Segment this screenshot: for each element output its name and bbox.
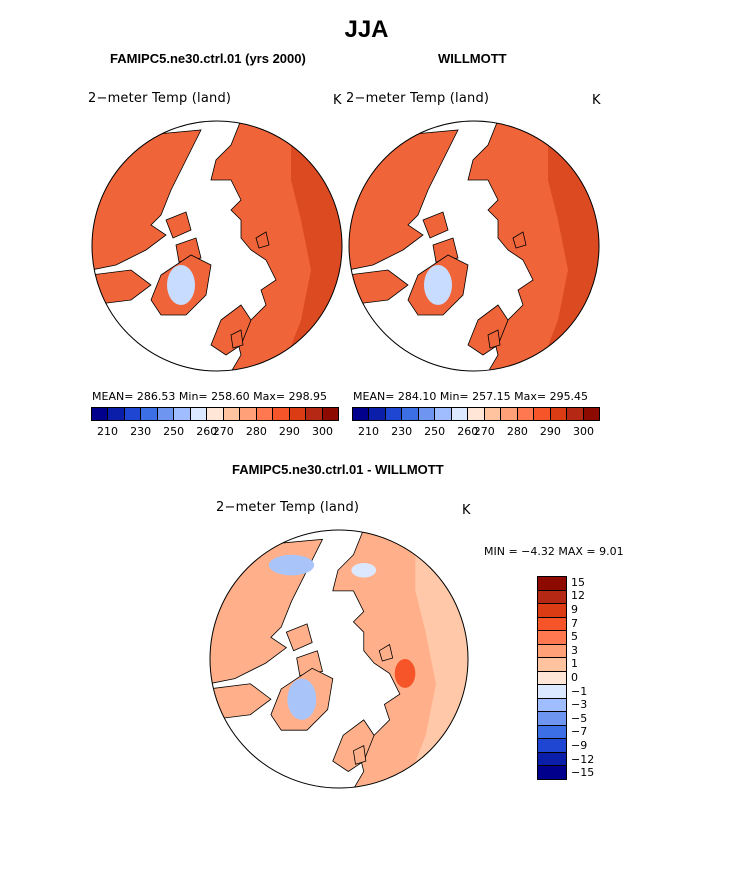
colorbar-swatch	[538, 590, 566, 605]
colorbar-swatch	[451, 408, 469, 420]
colorbar-swatch	[306, 408, 323, 420]
panel-3-unit: K	[462, 503, 471, 518]
colorbar-swatch	[550, 408, 568, 420]
colorbar-swatch	[538, 752, 566, 767]
colorbar-swatch	[157, 408, 175, 420]
colorbar-swatch	[124, 408, 142, 420]
colorbar-tick-label: 300	[572, 425, 594, 438]
colorbar-tick-label: 260	[457, 425, 479, 438]
colorbar-swatch	[534, 408, 551, 420]
colorbar-swatch	[289, 408, 307, 420]
colorbar-swatch	[322, 408, 339, 420]
colorbar-swatch	[190, 408, 208, 420]
colorbar-tick-label: −9	[571, 739, 588, 752]
colorbar-tick-label: 270	[473, 425, 495, 438]
colorbar-swatch	[92, 408, 109, 420]
colorbar-tick-label: 0	[571, 671, 578, 684]
colorbar-swatch	[240, 408, 257, 420]
colorbar-tick-label: 9	[571, 603, 578, 616]
colorbar-swatch	[385, 408, 403, 420]
colorbar-swatch	[538, 617, 566, 632]
colorbar-swatch	[207, 408, 224, 420]
panel-1-variable: 2−meter Temp (land)	[88, 91, 232, 106]
colorbar-tick-label: −12	[571, 752, 595, 766]
colorbar-swatch	[108, 408, 125, 420]
panel-1-title: FAMIPC5.ne30.ctrl.01 (yrs 2000)	[110, 51, 306, 66]
panel-1-stats: MEAN= 286.53 Min= 258.60 Max= 298.95	[92, 390, 328, 403]
colorbar-tick-label: −7	[571, 725, 588, 739]
colorbar-swatch	[418, 408, 436, 420]
colorbar-swatch	[402, 408, 419, 420]
colorbar-tick-label: 290	[278, 425, 300, 438]
colorbar-tick-label: −5	[571, 711, 588, 725]
colorbar-swatch	[468, 408, 485, 420]
panel-2-map	[348, 120, 600, 372]
colorbar-swatch	[538, 577, 566, 591]
panel-3-title: FAMIPC5.ne30.ctrl.01 - WILLMOTT	[232, 462, 444, 477]
panel-2-stats: MEAN= 284.10 Min= 257.15 Max= 295.45	[353, 390, 589, 403]
panel-2-title: WILLMOTT	[438, 51, 507, 66]
colorbar-swatch	[538, 644, 566, 659]
colorbar-swatch	[484, 408, 502, 420]
colorbar-tick-label: 15	[571, 575, 585, 589]
colorbar-swatch	[538, 671, 566, 686]
colorbar-tick-label: 3	[571, 643, 578, 657]
panel-2-variable: 2−meter Temp (land)	[346, 91, 490, 106]
colorbar-tick-label: 260	[196, 425, 218, 438]
colorbar-swatch	[141, 408, 158, 420]
colorbar-tick-label: 7	[571, 616, 578, 630]
colorbar-swatch	[538, 604, 566, 618]
panel-2-colorbar	[352, 407, 600, 421]
colorbar-swatch	[538, 631, 566, 645]
colorbar-swatch	[538, 658, 566, 672]
colorbar-swatch	[273, 408, 290, 420]
colorbar-swatch	[538, 698, 566, 713]
colorbar-tick-label: −3	[571, 698, 588, 712]
colorbar-tick-label: 230	[130, 425, 152, 438]
colorbar-swatch	[538, 712, 566, 726]
main-title: JJA	[344, 16, 389, 43]
colorbar-swatch	[517, 408, 535, 420]
colorbar-tick-label: 1	[571, 657, 578, 671]
colorbar-tick-label: 210	[97, 425, 119, 438]
colorbar-tick-label: 300	[311, 425, 333, 438]
colorbar-swatch	[174, 408, 191, 420]
colorbar-tick-label: 250	[163, 425, 185, 438]
colorbar-tick-label: 250	[424, 425, 446, 438]
colorbar-swatch	[369, 408, 386, 420]
panel-3-variable: 2−meter Temp (land)	[216, 500, 360, 515]
colorbar-swatch	[538, 739, 566, 753]
colorbar-tick-label: 12	[571, 589, 585, 603]
colorbar-tick-label: 280	[245, 425, 267, 438]
colorbar-swatch	[538, 725, 566, 740]
panel-1-map	[91, 120, 343, 372]
panel-3-colorbar	[537, 576, 567, 780]
colorbar-swatch	[501, 408, 518, 420]
colorbar-tick-label: 280	[506, 425, 528, 438]
panel-1-unit: K	[333, 93, 342, 108]
colorbar-swatch	[353, 408, 370, 420]
colorbar-swatch	[538, 766, 566, 779]
colorbar-tick-label: 5	[571, 630, 578, 644]
colorbar-swatch	[256, 408, 274, 420]
panel-3-stats: MIN = −4.32 MAX = 9.01	[484, 545, 624, 558]
colorbar-tick-label: 290	[539, 425, 561, 438]
colorbar-tick-label: 230	[391, 425, 413, 438]
colorbar-swatch	[583, 408, 600, 420]
colorbar-swatch	[538, 685, 566, 699]
panel-1-colorbar	[91, 407, 339, 421]
colorbar-tick-label: 270	[212, 425, 234, 438]
colorbar-swatch	[223, 408, 241, 420]
colorbar-tick-label: −1	[571, 684, 588, 698]
colorbar-tick-label: −15	[571, 766, 595, 780]
panel-3-map	[209, 529, 469, 789]
panel-2-unit: K	[592, 93, 601, 108]
colorbar-swatch	[435, 408, 452, 420]
colorbar-swatch	[567, 408, 584, 420]
colorbar-tick-label: 210	[358, 425, 380, 438]
